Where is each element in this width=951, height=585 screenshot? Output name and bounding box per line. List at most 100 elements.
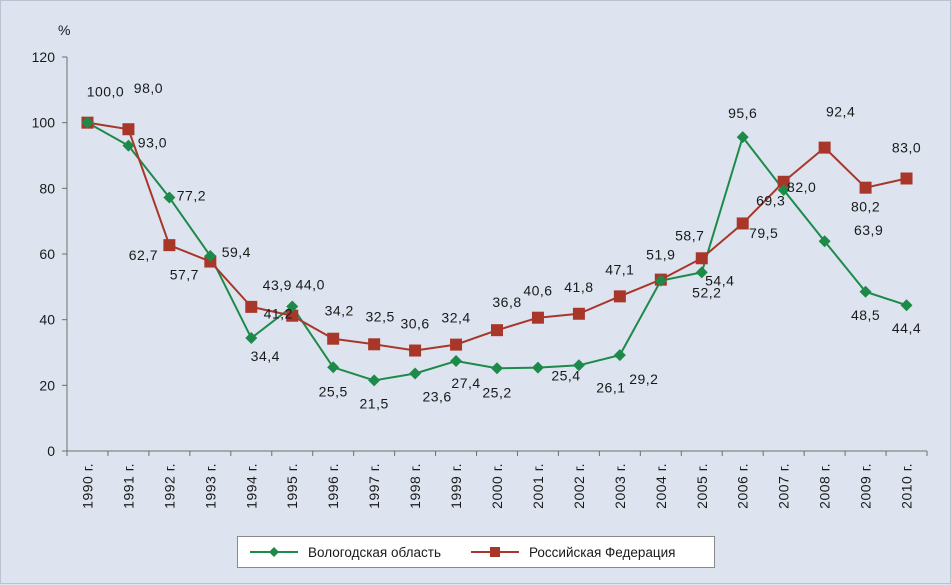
data-label-vologda: 93,0 bbox=[138, 135, 167, 151]
data-point-vologda bbox=[245, 332, 258, 345]
x-tick-label: 2010 г. bbox=[899, 463, 915, 509]
data-label-vologda: 27,4 bbox=[451, 375, 480, 391]
data-point-russia bbox=[695, 252, 708, 265]
data-label-russia: 52,2 bbox=[692, 285, 721, 301]
data-point-vologda bbox=[859, 285, 872, 298]
legend-line-square-icon bbox=[470, 547, 519, 557]
data-point-vologda bbox=[736, 131, 749, 144]
data-point-russia bbox=[818, 141, 831, 154]
x-tick-label: 1995 г. bbox=[284, 463, 300, 509]
data-label-russia: 41,8 bbox=[564, 279, 593, 295]
data-label-russia: 43,9 bbox=[263, 277, 292, 293]
data-point-russia bbox=[245, 300, 258, 313]
y-tick-label: 0 bbox=[47, 443, 55, 459]
data-label-russia: 32,4 bbox=[441, 310, 470, 326]
legend: Вологодская область Российская Федерация bbox=[237, 536, 715, 568]
data-label-vologda: 48,5 bbox=[851, 307, 880, 323]
x-tick-label: 2008 г. bbox=[817, 463, 833, 509]
data-point-vologda bbox=[695, 266, 708, 279]
data-point-russia bbox=[777, 175, 790, 188]
data-point-russia bbox=[531, 311, 544, 324]
x-tick-label: 2003 г. bbox=[612, 463, 628, 509]
legend-label-russia: Российская Федерация bbox=[528, 544, 676, 560]
series-line-russia bbox=[87, 121, 907, 352]
data-point-vologda bbox=[654, 274, 667, 287]
y-tick-label: 80 bbox=[39, 180, 55, 196]
x-tick-label: 1991 г. bbox=[120, 463, 136, 509]
data-label-russia: 92,4 bbox=[826, 104, 855, 120]
legend-line-diamond-icon bbox=[250, 547, 298, 557]
data-point-russia bbox=[122, 123, 135, 136]
data-point-russia bbox=[736, 217, 749, 230]
x-tick-label: 2009 г. bbox=[858, 463, 874, 509]
data-point-vologda bbox=[163, 191, 176, 204]
data-point-russia bbox=[163, 239, 176, 252]
data-label-russia: 58,7 bbox=[675, 227, 704, 243]
data-label-vologda: 44,4 bbox=[892, 320, 921, 336]
data-point-russia bbox=[491, 324, 503, 337]
data-point-vologda bbox=[572, 359, 585, 372]
data-point-russia bbox=[613, 290, 626, 303]
data-point-russia bbox=[900, 172, 913, 185]
x-tick-label: 2002 г. bbox=[571, 463, 587, 509]
x-tick-label: 1998 г. bbox=[407, 463, 423, 509]
data-label-russia: 82,0 bbox=[787, 179, 816, 195]
data-point-vologda bbox=[204, 249, 217, 262]
data-label-russia: 32,5 bbox=[366, 308, 395, 324]
x-tick-label: 1990 г. bbox=[79, 463, 95, 509]
data-label-vologda: 95,6 bbox=[728, 105, 757, 121]
legend-item-vologda: Вологодская область bbox=[248, 545, 441, 560]
data-label-russia: 41,2 bbox=[264, 306, 293, 322]
x-tick-label: 2005 г. bbox=[694, 463, 710, 509]
data-label-vologda: 34,4 bbox=[251, 348, 280, 364]
data-label-vologda: 26,1 bbox=[596, 379, 625, 395]
data-label-vologda: 63,9 bbox=[854, 222, 883, 238]
data-label-russia: 83,0 bbox=[892, 139, 921, 155]
y-tick-label: 60 bbox=[39, 246, 55, 262]
x-tick-label: 1997 г. bbox=[366, 463, 382, 509]
data-label-vologda: 51,9 bbox=[646, 247, 675, 263]
data-point-russia bbox=[859, 181, 872, 194]
x-tick-label: 2001 г. bbox=[530, 463, 546, 509]
data-point-russia bbox=[409, 344, 422, 357]
data-point-vologda bbox=[531, 361, 544, 374]
y-tick-label: 20 bbox=[39, 377, 55, 393]
x-tick-label: 2007 г. bbox=[776, 463, 792, 509]
data-point-vologda bbox=[613, 349, 626, 362]
data-label-russia: 47,1 bbox=[605, 261, 634, 277]
data-label-vologda: 25,5 bbox=[319, 383, 348, 399]
data-point-vologda bbox=[327, 361, 340, 374]
y-axis-unit-label: % bbox=[58, 22, 70, 38]
data-label-vologda: 21,5 bbox=[360, 395, 389, 411]
data-label-vologda: 25,4 bbox=[551, 368, 580, 384]
x-tick-label: 1993 г. bbox=[202, 463, 218, 509]
data-label-russia: 57,7 bbox=[170, 267, 199, 283]
data-point-vologda bbox=[409, 367, 422, 380]
data-point-vologda bbox=[286, 300, 299, 313]
data-label-russia: 36,8 bbox=[492, 294, 521, 310]
data-label-vologda: 79,5 bbox=[749, 225, 778, 241]
data-point-russia bbox=[327, 332, 340, 345]
data-point-russia bbox=[368, 338, 381, 351]
data-label-vologda: 59,4 bbox=[222, 244, 251, 260]
data-point-russia bbox=[286, 309, 299, 322]
y-tick-label: 100 bbox=[32, 115, 56, 131]
data-point-vologda bbox=[450, 355, 463, 368]
data-point-vologda bbox=[122, 139, 135, 152]
data-label-russia: 30,6 bbox=[400, 316, 429, 332]
x-tick-label: 1992 г. bbox=[161, 463, 177, 509]
data-point-vologda bbox=[81, 116, 94, 129]
data-point-russia bbox=[450, 338, 463, 351]
y-tick-label: 40 bbox=[39, 312, 55, 328]
data-label-vologda: 29,2 bbox=[629, 371, 658, 387]
x-tick-label: 2004 г. bbox=[653, 463, 669, 509]
data-label-russia: 80,2 bbox=[851, 199, 880, 215]
data-point-vologda bbox=[777, 183, 790, 196]
data-label-russia: 34,2 bbox=[325, 303, 354, 319]
data-label-vologda: 54,4 bbox=[705, 272, 734, 288]
data-label-russia: 69,3 bbox=[756, 192, 785, 208]
data-label-vologda: 23,6 bbox=[422, 389, 451, 405]
x-tick-label: 1994 г. bbox=[243, 463, 259, 509]
